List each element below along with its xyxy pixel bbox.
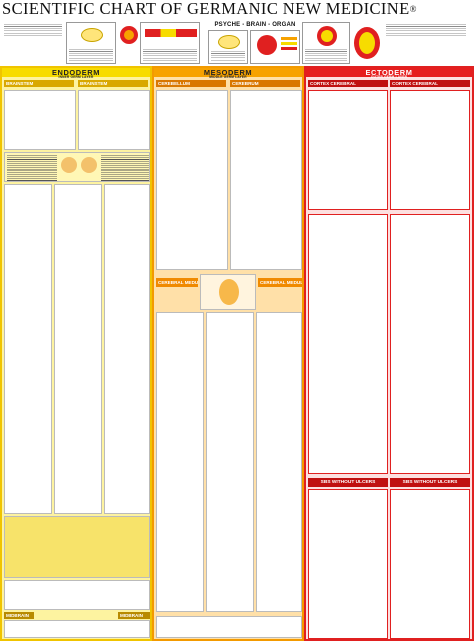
- intro-text-block: [2, 22, 64, 64]
- germ-layer-box: [250, 30, 300, 64]
- brain-illustration: [118, 22, 138, 64]
- mesoderm-subtitle: MIDDLE GERM LAYER: [209, 75, 247, 79]
- chart-title: SCIENTIFIC CHART OF GERMANIC NEW MEDICIN…: [2, 0, 472, 18]
- brain-map-box: [208, 30, 248, 64]
- endoderm-table-6: [4, 580, 150, 610]
- registered-mark: ®: [409, 4, 417, 14]
- ectoderm-table-3: [308, 214, 388, 474]
- cerebellum-heading: CEREBELLUM: [156, 80, 226, 87]
- intro-text-block-right: [384, 22, 468, 64]
- organ-diagram-icon: [61, 157, 77, 173]
- brainstem-right-heading: BRAINSTEM: [78, 80, 148, 87]
- endoderm-table-5: [104, 184, 150, 514]
- midbrain-right-heading: MIDBRAIN: [118, 612, 150, 619]
- diagram-box-1: [66, 22, 116, 64]
- endoderm-diagram-panel: [4, 152, 150, 182]
- germ-layer-icon: [257, 35, 277, 55]
- ectoderm-title: ECTODERM: [365, 68, 413, 77]
- mesoderm-header: MESODERM MIDDLE GERM LAYER: [154, 68, 302, 79]
- ectoderm-table-5: [308, 489, 388, 639]
- mesoderm-table-2: [230, 90, 302, 270]
- endoderm-table-2: [78, 90, 150, 150]
- ectoderm-subtitle: OUTER GERM LAYER: [370, 75, 408, 79]
- cortex-cerebral-left-heading: CORTEX CEREBRAL: [308, 80, 388, 87]
- ectoderm-table-2: [390, 90, 470, 210]
- sbs-without-ulcers-left: SBS WITHOUT ULCERS: [308, 478, 388, 487]
- endoderm-header: ENDODERM INNER GERM LAYER: [2, 68, 150, 79]
- cerebral-medulla-diagram: [200, 274, 256, 310]
- ectoderm-table-1: [308, 90, 388, 210]
- endoderm-table-7: [4, 620, 150, 638]
- cerebral-medulla-left-heading: CEREBRAL MEDULLA: [156, 278, 198, 287]
- endoderm-title: ENDODERM: [52, 68, 100, 77]
- ectoderm-column: ECTODERM OUTER GERM LAYER CORTEX CEREBRAL…: [304, 66, 474, 641]
- ectoderm-header: ECTODERM OUTER GERM LAYER: [306, 68, 472, 79]
- curve-diagram-box: [140, 22, 200, 64]
- mesoderm-column: MESODERM MIDDLE GERM LAYER CEREBELLUM CER…: [152, 66, 304, 641]
- brain-section-icon: [219, 279, 239, 305]
- brainstem-left-heading: BRAINSTEM: [4, 80, 74, 87]
- mesoderm-table-1: [156, 90, 228, 270]
- intro-strip: PSYCHE - BRAIN - ORGAN: [2, 22, 468, 64]
- mesoderm-title: MESODERM: [203, 68, 253, 77]
- endoderm-column: ENDODERM INNER GERM LAYER BRAINSTEM BRAIN…: [0, 66, 152, 641]
- ectoderm-table-6: [390, 489, 470, 639]
- mesoderm-table-6: [156, 616, 302, 638]
- endoderm-table-4: [54, 184, 102, 514]
- chart-title-text: SCIENTIFIC CHART OF GERMANIC NEW MEDICIN…: [2, 0, 410, 18]
- mesoderm-table-4: [206, 312, 254, 612]
- brain-map-icon: [218, 35, 240, 49]
- endoderm-yellow-block: [4, 516, 150, 578]
- midbrain-left-heading: MIDBRAIN: [4, 612, 34, 619]
- brain-layers-illustration: [352, 22, 382, 64]
- cerebrum-heading: CEREBRUM: [230, 80, 300, 87]
- sbs-without-ulcers-right: SBS WITHOUT ULCERS: [390, 478, 470, 487]
- psyche-brain-organ-label: PSYCHE - BRAIN - ORGAN: [214, 22, 296, 28]
- diagram-box-2: [302, 22, 350, 64]
- brain-diagram-icon: [81, 28, 103, 42]
- mesoderm-table-5: [256, 312, 302, 612]
- ectoderm-table-4: [390, 214, 470, 474]
- endoderm-table-1: [4, 90, 76, 150]
- endoderm-subtitle: INNER GERM LAYER: [58, 75, 94, 79]
- cortex-cerebral-right-heading: CORTEX CEREBRAL: [390, 80, 470, 87]
- cerebral-medulla-right-heading: CEREBRAL MEDULLA: [258, 278, 302, 287]
- mesoderm-table-3: [156, 312, 204, 612]
- endoderm-table-3: [4, 184, 52, 514]
